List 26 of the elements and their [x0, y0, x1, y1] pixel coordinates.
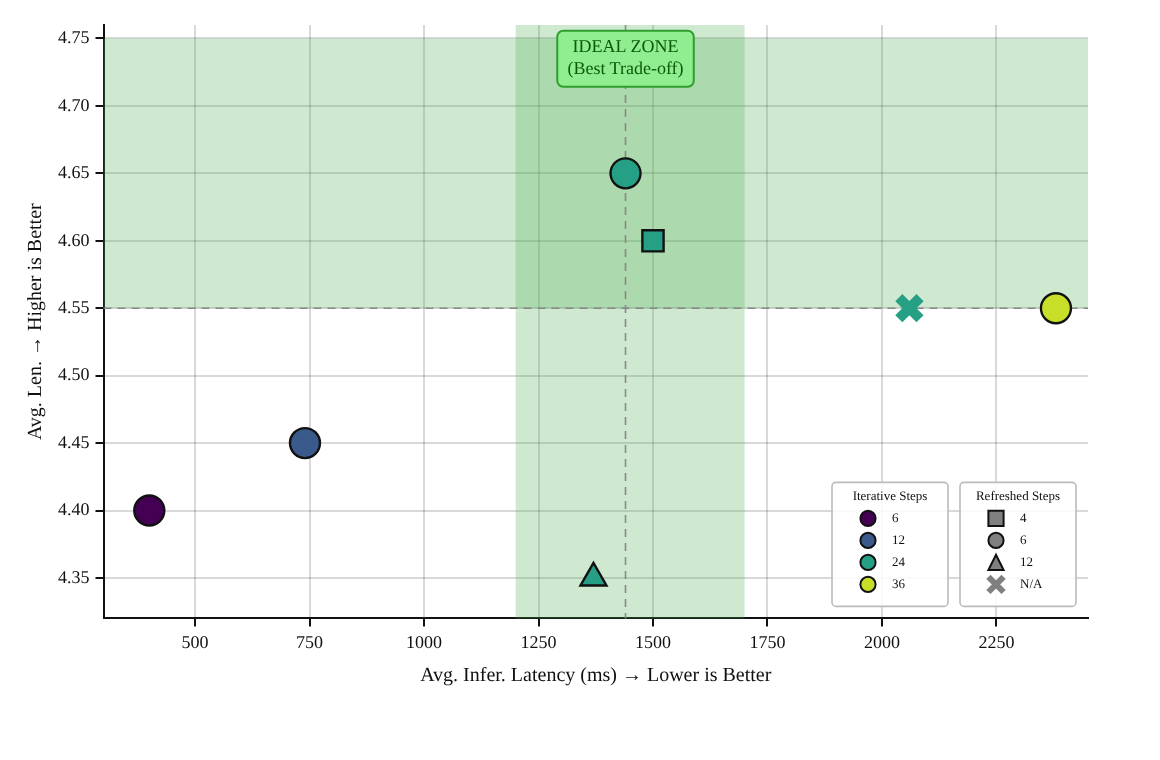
x-tick-label: 1750 [749, 631, 787, 652]
point [893, 292, 926, 324]
y-tick-label: 4.55 [58, 296, 91, 317]
y-tick-label: 4.75 [58, 27, 91, 48]
x-tick-label: 1250 [520, 631, 558, 652]
y-tick-label: 4.70 [58, 94, 91, 115]
y-tick-label: 4.35 [58, 566, 91, 587]
y-tick-label: 4.50 [58, 364, 91, 385]
x-axis-title: Avg. Infer. Latency (ms) → Lower is Better [420, 665, 773, 688]
y-tick-label: 4.60 [58, 229, 91, 250]
y-tick-label: 4.65 [58, 162, 91, 183]
x-tick-label: 750 [296, 631, 325, 652]
x-tick-label: 500 [181, 631, 210, 652]
x-tick-label: 1500 [634, 631, 672, 652]
x-tick-label: 2250 [978, 631, 1016, 652]
point [1039, 292, 1073, 325]
point [133, 494, 166, 527]
annotation: IDEAL ZONE (Best Trade-off) [567, 36, 684, 79]
x-tick-label: 1000 [406, 631, 444, 652]
y-tick-label: 4.40 [58, 499, 91, 520]
point [609, 157, 642, 190]
y-axis-title: Avg. Len. → Higher is Better [25, 201, 48, 441]
point [641, 228, 665, 253]
point [288, 426, 322, 460]
y-tick-label: 4.45 [58, 431, 91, 452]
x-tick-label: 2000 [863, 631, 901, 652]
